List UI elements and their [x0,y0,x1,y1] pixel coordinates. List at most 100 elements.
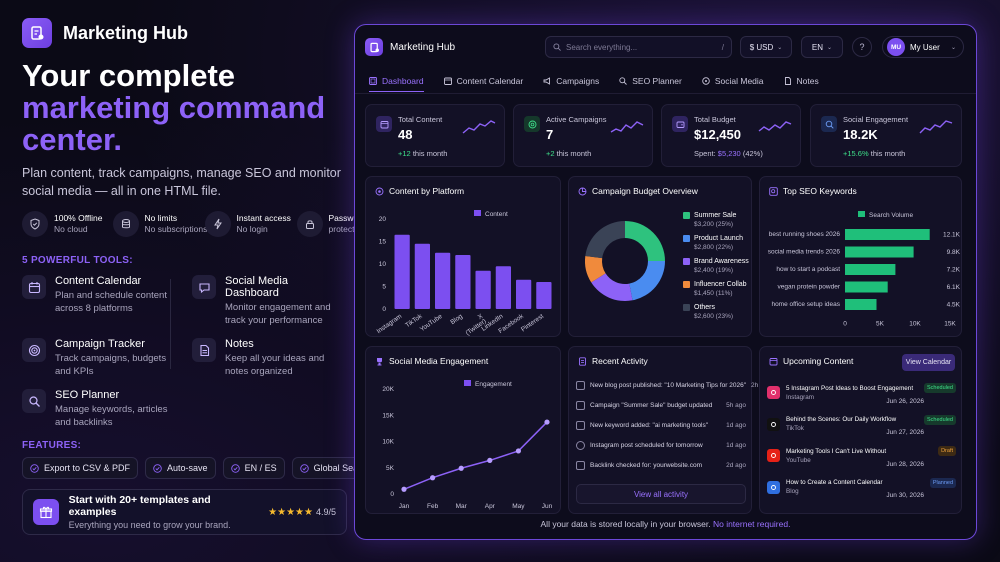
stat-delta: +12 this month [398,149,447,158]
activity-item[interactable]: New blog post published: "10 Marketing T… [576,375,771,395]
y-tick-label: 5 [382,284,386,291]
donut-slice [629,261,665,301]
value-label: 7.2K [947,267,961,274]
card-header: Campaign Budget Overview [578,186,698,196]
keyword-label: social media trends 2026 [768,249,841,256]
feature-export: Export to CSV & PDF [22,457,139,479]
sparkline [919,120,953,134]
card-header: Upcoming Content [769,356,853,366]
seo-keywords-card: Top SEO Keywords Search Volume best runni… [759,176,962,337]
view-calendar-button[interactable]: View Calendar [902,354,955,371]
calendar-icon [769,357,778,365]
badge-password: Password protected [296,211,366,237]
upcoming-item[interactable]: How to Create a Content Calendar Blog Jun… [767,472,956,504]
footer-text: All your data is stored locally in your … [540,519,711,529]
badge-title: No limits [144,213,178,223]
upcoming-platform: Blog [786,488,799,496]
user-menu[interactable]: MU My User ⌄ [882,36,964,58]
upcoming-platform: Instagram [786,393,814,401]
sparkline [610,121,644,133]
card-title: Top SEO Keywords [783,186,857,196]
campaign-budget-card: Campaign Budget Overview Summer Sale $3,2… [568,176,752,337]
tab-campaigns[interactable]: Campaigns [543,70,599,92]
database-icon [112,211,139,237]
data-point [401,486,407,492]
bar [845,229,930,240]
legend-swatch [683,235,690,242]
bar [495,266,511,309]
search-input[interactable] [566,42,706,52]
tool-title: Content Calendar [55,275,142,287]
tab-label: Social Media [714,76,764,86]
tool-content-calendar: Content Calendar Plan and schedule conten… [22,275,182,327]
tab-social-media[interactable]: Social Media [702,70,764,92]
bar [394,234,410,309]
upcoming-item[interactable]: Marketing Tools I Can't Live Without YouT… [767,440,956,472]
currency-select[interactable]: $ USD ⌄ [740,36,792,58]
tool-desc: and backlinks [55,417,113,428]
activity-item[interactable]: Campaign "Summer Sale" budget updated 5h … [576,395,746,415]
trophy-icon [377,357,382,365]
view-all-activity-button[interactable]: View all activity [576,484,746,504]
seo-keywords-chart: Search Volume best running shoes 2026 12.1… [768,211,961,328]
document-icon [579,356,586,366]
tab-notes[interactable]: Notes [784,70,819,92]
y-tick-label: 0 [382,306,386,313]
y-tick-label: 15K [382,412,394,419]
x-tick-label: YouTube [419,313,444,334]
tab-label: SEO Planner [632,76,682,86]
card-title: Content by Platform [389,186,465,196]
upcoming-platform: YouTube [786,456,811,464]
activity-text: New keyword added: "ai marketing tools" [590,421,709,429]
tools-heading: 5 POWERFUL TOOLS: [22,255,133,266]
badge-offline: 100% Offline No cloud [22,211,103,237]
bar [455,255,471,309]
hero-line-1: Your complete [22,58,236,93]
activity-text: Instagram post scheduled for tomorrow [590,441,703,449]
language-select[interactable]: EN ⌄ [801,36,843,58]
tool-desc: notes organized [225,366,293,377]
footer-note: All your data is stored locally in your … [355,519,976,529]
instagram-icon [576,440,585,450]
tab-content-calendar[interactable]: Content Calendar [443,70,523,92]
edit-icon [576,400,585,410]
search-shortcut: / [721,42,724,52]
y-tick-label: 10K [382,439,394,446]
search-icon [22,389,46,413]
donut-slice [625,221,665,261]
shield-icon [22,211,48,237]
legend-swatch [474,210,481,216]
brand: Marketing Hub [22,18,347,48]
activity-time: 2d ago [726,461,746,469]
global-search[interactable]: / [545,36,732,58]
hero-line-3: center. [22,122,122,157]
check-circle-icon [299,463,309,473]
activity-item[interactable]: New keyword added: "ai marketing tools" 1… [576,415,746,435]
legend-value: $3,200 (25%) [694,221,734,228]
bar [845,246,914,258]
card-title: Campaign Budget Overview [592,186,698,196]
campaign-budget-donut [585,221,665,301]
app-topbar: Marketing Hub [355,25,976,69]
x-tick-label: Apr [485,503,496,510]
tab-seo-planner[interactable]: SEO Planner [619,70,682,92]
help-button[interactable]: ? [852,37,872,57]
sparkline [462,120,496,134]
activity-item[interactable]: Instagram post scheduled for tomorrow 1d … [576,435,746,455]
legend-name: Others [694,304,716,311]
legend-value: $2,800 (22%) [694,244,734,251]
currency-value: $ USD [749,42,774,52]
activity-item[interactable]: Backlink checked for: yourwebsite.com 2d … [576,455,746,475]
upcoming-item[interactable]: 5 Instagram Post Ideas to Boost Engageme… [767,377,956,409]
badge-sub: No cloud [54,224,88,234]
y-tick-label: 20K [382,386,394,393]
stat-label: Social Engagement [843,115,909,124]
stat-label: Active Campaigns [546,115,607,124]
bar [536,282,552,309]
tab-dashboard[interactable]: Dashboard [369,70,424,92]
x-tick-label: Mar [456,503,468,510]
status-badge: Planned [929,477,956,488]
upcoming-item[interactable]: Behind the Scenes: Our Daily Workflow Tik… [767,409,956,441]
cta-title: Start with 20+ templates and examples [68,494,211,518]
